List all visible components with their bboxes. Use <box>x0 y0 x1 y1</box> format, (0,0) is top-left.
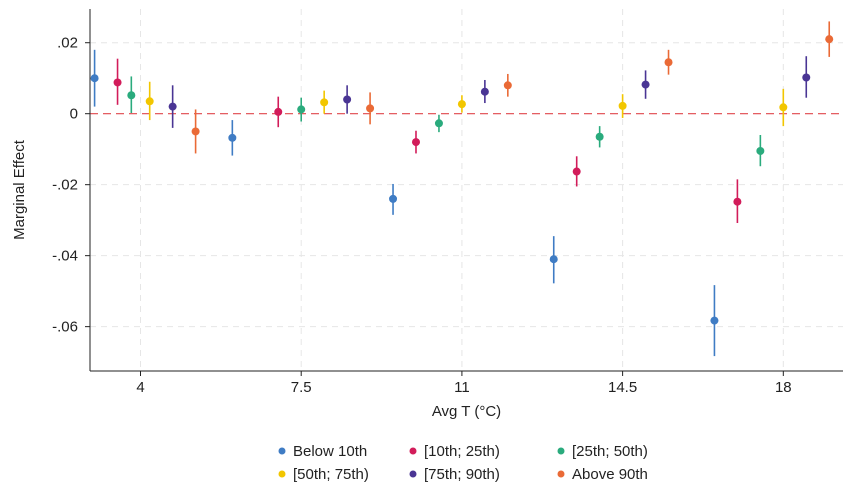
legend-label-1: [10th; 25th) <box>424 443 500 460</box>
point-1-3 <box>572 167 581 176</box>
legend: Below 10th [10th; 25th) [25th; 50th) [50th;… <box>278 443 648 483</box>
legend-label-5: Above 90th <box>572 466 648 483</box>
point-2-1 <box>297 105 306 114</box>
point-1-2 <box>411 138 420 147</box>
point-4-4 <box>802 73 811 82</box>
point-4-1 <box>343 95 352 104</box>
x-tick-label-3: 14.5 <box>608 379 637 396</box>
legend-marker-1 <box>409 447 417 455</box>
point-5-2 <box>503 81 512 90</box>
series-1 <box>113 58 742 224</box>
x-tick-label-0: 4 <box>136 379 144 396</box>
x-axis-title: Avg T (°C) <box>432 403 501 420</box>
legend-label-0: Below 10th <box>293 443 367 460</box>
series-2 <box>127 76 765 167</box>
legend-label-3: [50th; 75th) <box>293 466 369 483</box>
axes: .02 0 -.02 -.04 -.06 4 7.5 11 14.5 18 <box>52 9 843 396</box>
y-tick-label-2: -.02 <box>52 177 78 194</box>
point-4-0 <box>168 102 177 111</box>
legend-item-0: Below 10th <box>278 443 367 460</box>
y-tick-label-3: -.04 <box>52 248 78 265</box>
series-5 <box>191 21 834 154</box>
data-marks <box>90 21 834 357</box>
y-axis-title: Marginal Effect <box>11 139 28 240</box>
point-3-4 <box>779 103 788 112</box>
legend-label-4: [75th; 90th) <box>424 466 500 483</box>
gridlines <box>90 9 843 371</box>
point-0-3 <box>549 255 558 264</box>
point-1-4 <box>733 197 742 206</box>
legend-marker-5 <box>557 470 565 478</box>
legend-marker-0 <box>278 447 286 455</box>
point-2-0 <box>127 91 136 100</box>
point-0-4 <box>710 316 719 325</box>
legend-item-5: Above 90th <box>557 466 648 483</box>
legend-marker-4 <box>409 470 417 478</box>
point-3-1 <box>320 98 329 107</box>
y-tick-label-0: .02 <box>57 35 78 52</box>
x-tick-label-4: 18 <box>775 379 792 396</box>
point-0-2 <box>389 194 398 203</box>
legend-item-1: [10th; 25th) <box>409 443 500 460</box>
point-2-2 <box>434 119 443 128</box>
y-tick-label-1: 0 <box>70 106 78 123</box>
point-5-3 <box>664 58 673 67</box>
point-3-3 <box>618 101 627 110</box>
series-0 <box>90 49 719 357</box>
legend-item-2: [25th; 50th) <box>557 443 648 460</box>
point-5-1 <box>366 104 375 113</box>
point-4-3 <box>641 80 650 89</box>
point-0-0 <box>90 74 99 83</box>
point-2-4 <box>756 146 765 155</box>
point-3-0 <box>145 97 154 106</box>
point-1-0 <box>113 78 122 87</box>
point-1-1 <box>274 107 283 116</box>
point-4-2 <box>480 87 489 96</box>
point-5-0 <box>191 127 200 136</box>
legend-item-4: [75th; 90th) <box>409 466 500 483</box>
legend-marker-2 <box>557 447 565 455</box>
point-5-4 <box>825 35 834 44</box>
legend-item-3: [50th; 75th) <box>278 466 369 483</box>
legend-marker-3 <box>278 470 286 478</box>
point-2-3 <box>595 132 604 141</box>
y-tick-label-4: -.06 <box>52 319 78 336</box>
x-tick-label-1: 7.5 <box>291 379 312 396</box>
point-0-1 <box>228 133 237 142</box>
x-tick-label-2: 11 <box>454 379 470 396</box>
legend-label-2: [25th; 50th) <box>572 443 648 460</box>
point-3-2 <box>457 100 466 109</box>
series-4 <box>168 56 811 128</box>
series-3 <box>145 81 788 127</box>
